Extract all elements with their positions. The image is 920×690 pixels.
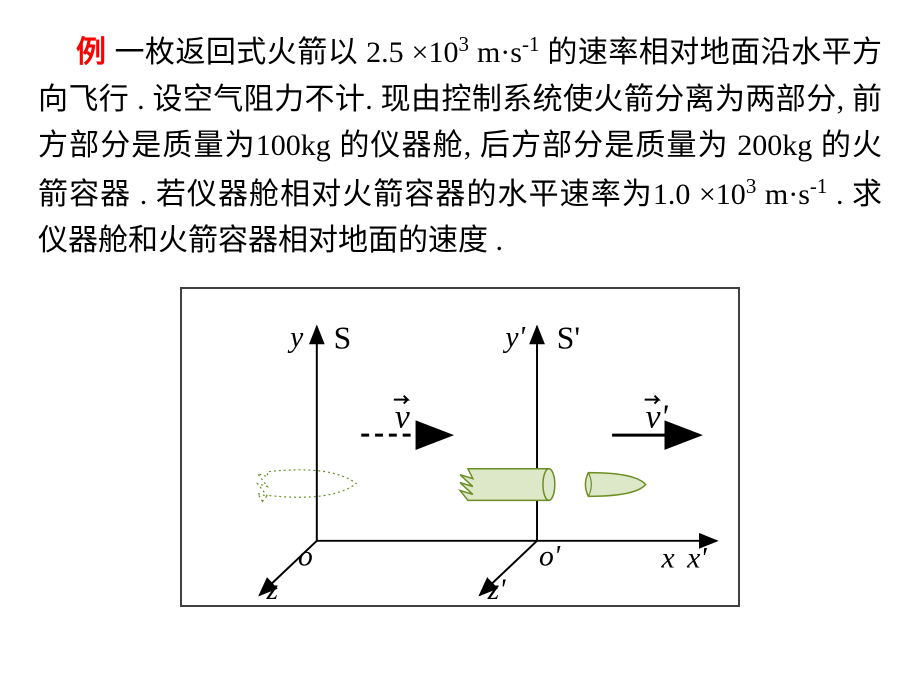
exp-2: -1 [522, 32, 540, 56]
label-x: x [660, 542, 674, 574]
instrument-capsule [585, 472, 645, 496]
label-v: v [394, 395, 410, 435]
svg-text:v': v' [646, 398, 669, 435]
label-xprime: x' [686, 542, 707, 574]
label-yprime: y' [502, 321, 525, 353]
svg-text:v: v [395, 398, 410, 435]
text-1: 一枚返回式火箭以 2.5 ×10 [114, 36, 458, 69]
label-oprime: o' [539, 540, 561, 572]
diagram-container: y S y' S' v v' o o' x x' z z' [0, 287, 920, 607]
reference-frames-diagram: y S y' S' v v' o o' x x' z z' [180, 287, 740, 607]
text-2: m·s [469, 36, 522, 69]
exp-3: 3 [746, 174, 757, 198]
label-Sprime: S' [557, 320, 580, 355]
label-z: z [265, 574, 278, 606]
label-zprime: z' [487, 574, 507, 606]
example-label: 例 [76, 36, 106, 69]
label-o: o [298, 540, 313, 572]
exp-1: 3 [458, 32, 469, 56]
problem-text: 例 一枚返回式火箭以 2.5 ×103 m·s-1 的速率相对地面沿水平方向飞行… [0, 0, 920, 283]
exp-4: -1 [810, 174, 828, 198]
label-S: S [334, 320, 352, 355]
label-y: y [287, 321, 304, 353]
rocket-container [460, 468, 555, 500]
rocket-pre-separation [258, 469, 357, 500]
text-4: m·s [756, 178, 810, 211]
label-vprime: v' [645, 395, 669, 435]
